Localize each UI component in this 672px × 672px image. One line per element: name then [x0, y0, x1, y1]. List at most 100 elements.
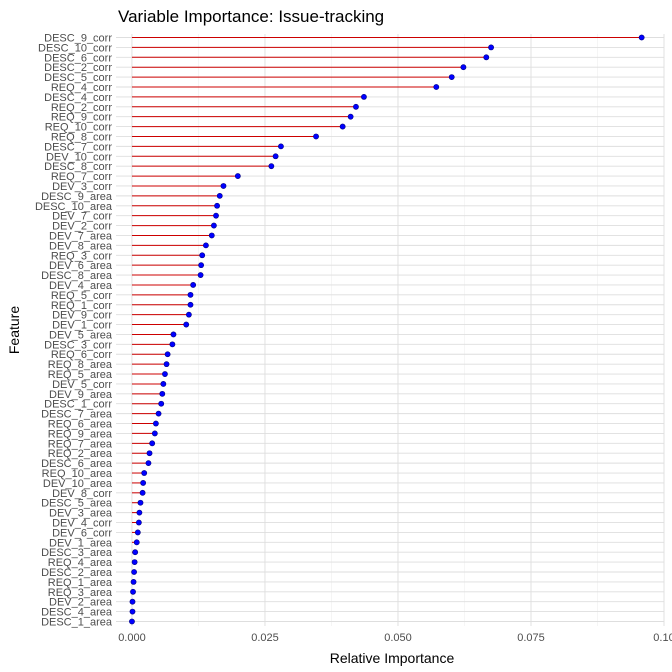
- y-tick-label: REQ_6_area: [48, 419, 113, 431]
- x-tick-label: 0.025: [251, 632, 279, 644]
- importance-point: [234, 173, 241, 179]
- x-tick-label: 0.10: [653, 632, 672, 644]
- importance-point: [272, 153, 279, 160]
- y-tick-label: REQ_6_corr: [51, 349, 112, 361]
- importance-point: [220, 183, 227, 189]
- y-tick-label: REQ_7_corr: [51, 171, 112, 183]
- y-tick-label: REQ_2_corr: [51, 102, 112, 114]
- importance-point: [190, 282, 197, 288]
- importance-point: [208, 232, 215, 239]
- importance-point: [146, 450, 153, 457]
- importance-point: [129, 598, 136, 605]
- y-tick-label: DEV_8_area: [49, 240, 113, 252]
- importance-point: [132, 549, 139, 556]
- importance-point: [199, 252, 206, 259]
- importance-point: [347, 113, 354, 120]
- importance-point: [185, 311, 192, 318]
- y-tick-label: REQ_5_area: [48, 369, 113, 381]
- segments: [131, 37, 642, 613]
- importance-point: [214, 202, 220, 209]
- importance-point: [460, 64, 467, 71]
- importance-point: [159, 390, 166, 397]
- importance-point: [136, 509, 143, 516]
- y-tick-label: DEV_4_corr: [52, 518, 112, 530]
- importance-point: [488, 44, 494, 51]
- importance-point: [638, 34, 645, 41]
- y-tick-label: DEV_5_corr: [52, 379, 112, 391]
- y-tick-label: DEV_7_corr: [52, 211, 112, 223]
- y-tick-label: DEV_8_corr: [52, 488, 112, 500]
- importance-point: [268, 163, 275, 170]
- y-axis-title: Feature: [6, 306, 22, 354]
- importance-point: [216, 192, 223, 199]
- y-tick-label: REQ_1_area: [48, 577, 113, 589]
- y-tick-label: DESC_9_corr: [44, 33, 112, 45]
- y-tick-label: DESC_6_corr: [44, 52, 112, 64]
- chart-title: Variable Importance: Issue-tracking: [118, 7, 384, 26]
- importance-point: [353, 103, 359, 110]
- importance-point: [210, 222, 217, 229]
- y-tick-label: DEV_1_corr: [52, 320, 112, 332]
- y-tick-label: DEV_5_area: [49, 329, 113, 341]
- importance-point: [160, 381, 167, 387]
- importance-point: [483, 54, 490, 61]
- importance-point: [170, 331, 177, 338]
- importance-point: [129, 618, 135, 625]
- importance-point: [164, 351, 171, 358]
- y-tick-label: DEV_3_area: [49, 508, 113, 520]
- y-tick-label: DESC_3_area: [41, 547, 113, 559]
- importance-point: [139, 489, 146, 496]
- y-tick-label: DEV_9_corr: [52, 310, 112, 322]
- y-tick-label: REQ_1_corr: [51, 300, 112, 312]
- y-tick-label: DEV_10_area: [43, 478, 113, 490]
- y-tick-label: REQ_9_corr: [51, 112, 112, 124]
- importance-point: [135, 519, 142, 526]
- importance-point: [169, 341, 176, 348]
- importance-point: [197, 272, 204, 278]
- importance-point: [183, 321, 190, 328]
- y-tick-label: DESC_10_area: [35, 201, 113, 213]
- y-tick-label: DESC_4_area: [41, 607, 113, 619]
- importance-point: [140, 480, 147, 486]
- importance-point: [130, 579, 137, 585]
- y-tick-labels: DESC_9_corrDESC_10_corrDESC_6_corrDESC_2…: [35, 33, 113, 629]
- importance-point: [131, 569, 137, 575]
- y-tick-label: DESC_6_area: [41, 458, 113, 470]
- y-tick-label: REQ_4_corr: [51, 82, 112, 94]
- importance-point: [339, 123, 346, 130]
- y-tick-label: DESC_3_corr: [44, 339, 112, 351]
- y-tick-label: DEV_3_corr: [52, 181, 112, 193]
- y-tick-label: REQ_9_area: [48, 428, 113, 440]
- x-tick-labels: 0.000 0.025 0.050 0.075 0.10: [118, 632, 672, 644]
- importance-point: [151, 430, 158, 437]
- y-tick-label: DESC_9_area: [41, 191, 113, 203]
- y-tick-label: REQ_4_area: [48, 557, 113, 569]
- y-tick-label: REQ_2_area: [48, 448, 113, 460]
- importance-point: [213, 212, 219, 219]
- importance-point: [162, 371, 168, 377]
- y-tick-label: REQ_10_corr: [45, 122, 113, 134]
- y-tick-label: DEV_2_area: [49, 597, 113, 609]
- importance-point: [153, 420, 159, 427]
- importance-point: [203, 242, 209, 249]
- importance-point: [155, 410, 162, 417]
- x-axis-title: Relative Importance: [330, 650, 455, 666]
- importance-point: [187, 301, 194, 308]
- y-tick-label: DESC_5_corr: [44, 72, 112, 84]
- y-tick-label: DESC_8_area: [41, 270, 113, 282]
- y-tick-label: DESC_7_area: [41, 409, 113, 421]
- importance-point: [448, 74, 455, 80]
- y-tick-label: DESC_2_area: [41, 567, 113, 579]
- y-tick-label: DEV_1_area: [49, 537, 113, 549]
- importance-point: [133, 539, 140, 546]
- importance-point: [129, 608, 136, 615]
- y-tick-label: REQ_10_area: [42, 468, 113, 480]
- y-tick-label: REQ_8_corr: [51, 131, 112, 143]
- y-tick-label: DEV_6_corr: [52, 527, 112, 539]
- y-tick-label: DEV_7_area: [49, 230, 113, 242]
- y-tick-label: DESC_4_corr: [44, 92, 112, 104]
- y-tick-label: DESC_5_area: [41, 498, 113, 510]
- importance-point: [134, 529, 141, 536]
